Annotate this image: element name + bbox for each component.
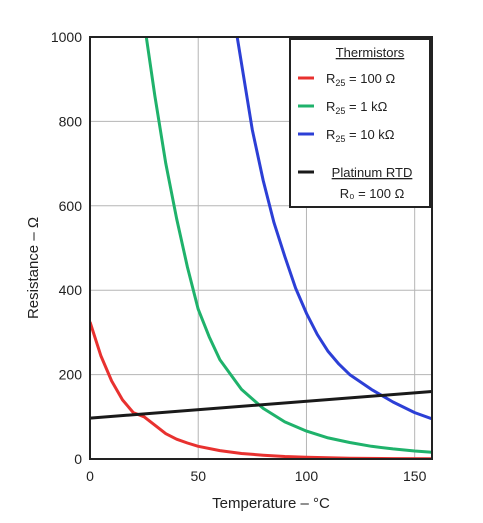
legend-rtd-r0: R₀ = 100 Ω xyxy=(340,186,405,201)
y-tick-label: 400 xyxy=(59,282,83,298)
legend-entry: R25 = 100 Ω xyxy=(326,71,396,88)
y-tick-label: 1000 xyxy=(51,29,82,45)
x-tick-label: 100 xyxy=(295,468,319,484)
series-group xyxy=(90,37,432,459)
x-tick-label: 50 xyxy=(190,468,206,484)
x-tick-label: 0 xyxy=(86,468,94,484)
series-line-0 xyxy=(90,321,432,459)
series-line-3 xyxy=(90,390,432,420)
ticks: 0 50 100 150 0 200 400 600 800 1000 xyxy=(51,29,427,484)
series-line-1 xyxy=(144,37,432,454)
legend-heading-platinum-rtd: Platinum RTD xyxy=(332,165,413,180)
y-tick-label: 600 xyxy=(59,198,83,214)
x-axis-title: Temperature – °C xyxy=(212,495,330,512)
legend-entry: R25 = 1 kΩ xyxy=(326,99,388,116)
series-line-2 xyxy=(235,37,432,421)
legend-items: R25 = 100 Ω R25 = 1 kΩ R25 = 10 kΩ xyxy=(298,71,396,174)
y-tick-label: 200 xyxy=(59,367,83,383)
y-tick-label: 800 xyxy=(59,113,83,129)
y-tick-label: 0 xyxy=(74,451,82,467)
legend-box xyxy=(289,38,431,208)
y-axis-title: Resistance – Ω xyxy=(25,217,42,319)
legend-heading-thermistors: Thermistors xyxy=(336,45,405,60)
x-tick-label: 150 xyxy=(403,468,427,484)
plot-frame xyxy=(89,36,433,460)
legend-entry: R25 = 10 kΩ xyxy=(326,127,395,144)
